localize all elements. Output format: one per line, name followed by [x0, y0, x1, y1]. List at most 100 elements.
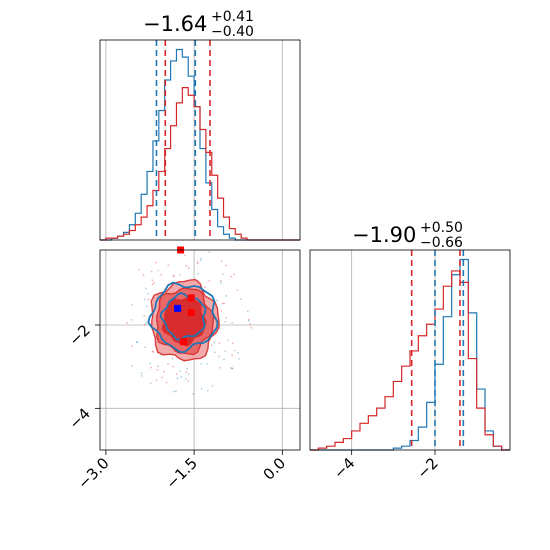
- joint-sample-point: [200, 388, 203, 390]
- joint-sample-point: [225, 316, 228, 319]
- joint-sample-point: [231, 321, 234, 324]
- joint-sample-point: [135, 341, 138, 343]
- joint-sample-point: [229, 367, 232, 369]
- joint-sample-point: [149, 362, 151, 365]
- joint-sample-point: [173, 275, 176, 278]
- joint-sample-point: [172, 274, 175, 277]
- joint-sample-point: [223, 358, 225, 361]
- joint-sample-point: [208, 279, 211, 282]
- joint-ytick-label: −4: [65, 404, 93, 432]
- top-hist-series-1-steps: [100, 87, 300, 241]
- joint-sample-point: [231, 367, 234, 370]
- joint-sample-point: [143, 314, 146, 317]
- right-hist-series-1-steps: [310, 270, 510, 451]
- joint-sample-point: [223, 302, 226, 305]
- joint-sample-point: [199, 259, 202, 262]
- joint-sample-point: [238, 357, 240, 360]
- joint-sample-point: [187, 373, 190, 376]
- joint-sample-point: [239, 298, 242, 301]
- joint-sample-point: [221, 302, 224, 305]
- title-top-left-upper: +0.41: [211, 9, 254, 25]
- joint-marker-square: [187, 309, 195, 316]
- joint-sample-point: [225, 264, 228, 267]
- joint-sample-point: [230, 275, 233, 278]
- top-hist-frame: [99, 39, 301, 241]
- joint-sample-point: [197, 272, 200, 275]
- joint-marker-square: [187, 294, 195, 302]
- title-bottom-right-upper: +0.50: [420, 220, 463, 236]
- joint-sample-point: [187, 267, 190, 269]
- joint-sample-point: [174, 390, 177, 393]
- joint-sample-point: [178, 273, 181, 276]
- joint-sample-point: [185, 371, 188, 374]
- joint-sample-point: [218, 342, 221, 345]
- joint-sample-point: [140, 375, 143, 377]
- joint-sample-point: [186, 368, 189, 370]
- joint-ytick-label: −2: [65, 321, 93, 349]
- joint-sample-point: [167, 363, 170, 365]
- histogram-panel-top-left: [99, 39, 301, 241]
- joint-sample-point: [178, 370, 181, 372]
- joint-sample-point: [224, 321, 227, 323]
- top-hist-series-0-steps: [100, 48, 300, 241]
- joint-sample-point: [140, 372, 143, 375]
- joint-sample-point: [144, 346, 146, 349]
- joint-sample-point: [156, 369, 159, 371]
- joint-sample-point: [143, 298, 146, 301]
- joint-sample-point: [220, 310, 223, 312]
- joint-sample-point: [222, 273, 224, 276]
- joint-sample-point: [176, 377, 179, 380]
- joint-sample-point: [167, 264, 170, 267]
- title-bottom-right: −1.90 +0.50 −0.66: [352, 220, 463, 251]
- title-bottom-right-value: −1.90: [352, 223, 416, 247]
- joint-marker-square: [174, 304, 182, 312]
- joint-sample-point: [145, 287, 147, 290]
- joint-sample-point: [214, 351, 216, 354]
- joint-sample-point: [231, 353, 234, 356]
- joint-sample-point: [187, 380, 190, 383]
- joint-sample-point: [218, 355, 220, 358]
- joint-sample-point: [126, 321, 128, 324]
- joint-sample-point: [131, 303, 134, 306]
- joint-sample-point: [138, 268, 141, 271]
- joint-sample-point: [157, 269, 160, 272]
- joint-sample-point: [233, 349, 236, 352]
- joint-sample-point: [227, 339, 229, 342]
- joint-sample-point: [171, 357, 174, 360]
- right-hist-frame: [309, 249, 511, 451]
- joint-sample-point: [203, 286, 206, 289]
- title-top-left-lower: −0.40: [211, 24, 254, 40]
- joint-sample-point: [175, 373, 178, 375]
- joint-sample-point: [145, 305, 148, 308]
- joint-sample-point: [216, 299, 218, 302]
- joint-sample-point: [142, 274, 145, 276]
- joint-sample-point: [151, 350, 154, 353]
- joint-sample-point: [249, 323, 252, 326]
- joint-sample-point: [233, 273, 235, 276]
- joint-sample-point: [236, 289, 239, 292]
- joint-sample-point: [231, 367, 233, 370]
- joint-sample-point: [180, 376, 183, 378]
- joint-sample-point: [136, 341, 138, 344]
- joint-sample-point: [155, 379, 158, 382]
- joint-sample-point: [150, 366, 153, 369]
- joint-sample-point: [163, 370, 165, 373]
- joint-sample-point: [206, 362, 209, 365]
- joint-sample-point: [192, 392, 194, 395]
- joint-sample-point: [211, 384, 214, 387]
- contour-panel-bottom-left: −3.0 −1.5 0.0 −2 −4: [65, 246, 301, 493]
- joint-sample-point: [231, 342, 234, 345]
- joint-xtick-label: −1.5: [162, 454, 200, 492]
- joint-sample-point: [147, 298, 150, 301]
- right-hist-xtick-label: −2: [413, 454, 441, 482]
- joint-sample-point: [161, 376, 163, 379]
- joint-sample-point: [184, 378, 187, 381]
- joint-sample-point: [213, 341, 216, 344]
- title-bottom-right-lower: −0.66: [420, 235, 463, 251]
- joint-sample-point: [200, 257, 203, 260]
- joint-xtick-label: 0.0: [260, 454, 290, 484]
- joint-sample-point: [153, 281, 155, 284]
- joint-sample-point: [157, 365, 160, 368]
- joint-sample-point: [150, 270, 153, 273]
- joint-frame: [99, 249, 301, 451]
